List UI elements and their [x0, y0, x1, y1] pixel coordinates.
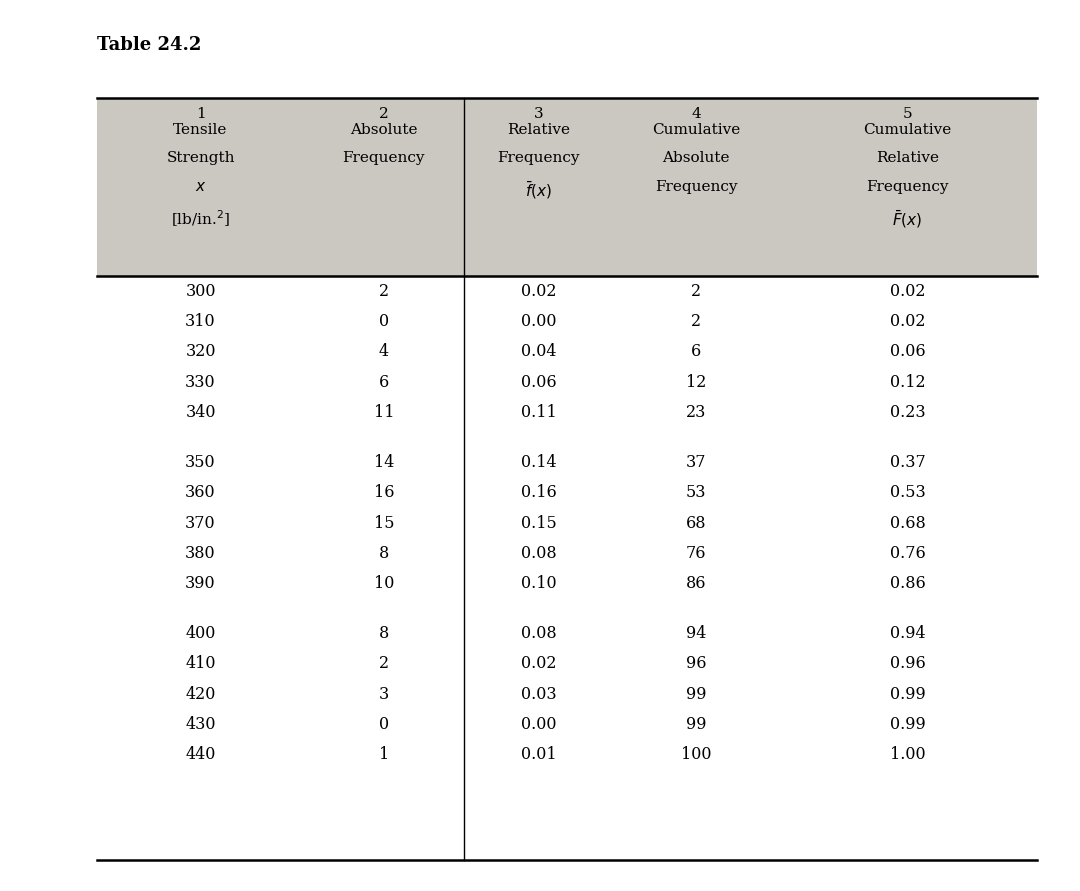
Text: 96: 96: [686, 655, 706, 673]
Text: Cumulative: Cumulative: [864, 123, 951, 137]
Text: 99: 99: [686, 685, 706, 703]
Text: Absolute: Absolute: [662, 151, 730, 166]
Text: 340: 340: [186, 404, 216, 421]
Text: 360: 360: [186, 484, 216, 502]
Text: 12: 12: [686, 373, 706, 391]
Text: 0.00: 0.00: [521, 313, 556, 331]
Text: [lb/in.$^2$]: [lb/in.$^2$]: [171, 208, 230, 229]
Text: 2: 2: [691, 282, 701, 300]
Text: 0.14: 0.14: [521, 454, 556, 471]
Text: 430: 430: [186, 715, 216, 733]
Text: 3: 3: [534, 107, 543, 121]
Text: Frequency: Frequency: [342, 151, 426, 166]
Text: 410: 410: [186, 655, 216, 673]
Text: Frequency: Frequency: [654, 180, 738, 194]
Text: 350: 350: [186, 454, 216, 471]
Text: 0.23: 0.23: [890, 404, 926, 421]
Text: 100: 100: [681, 746, 712, 764]
Text: 4: 4: [379, 343, 389, 361]
Text: 0.86: 0.86: [890, 575, 926, 593]
Text: 10: 10: [374, 575, 394, 593]
Text: 0.16: 0.16: [521, 484, 556, 502]
Text: 0.99: 0.99: [890, 715, 926, 733]
Text: 99: 99: [686, 715, 706, 733]
Text: 11: 11: [374, 404, 394, 421]
Text: 68: 68: [686, 514, 706, 532]
Text: 2: 2: [379, 655, 389, 673]
Text: 0.02: 0.02: [890, 313, 926, 331]
Text: 0.12: 0.12: [890, 373, 926, 391]
Text: 6: 6: [691, 343, 701, 361]
Text: 0.08: 0.08: [521, 625, 556, 642]
Text: 2: 2: [691, 313, 701, 331]
Text: Table 24.2: Table 24.2: [97, 36, 202, 53]
Text: 440: 440: [186, 746, 216, 764]
Text: $\bar{f}(x)$: $\bar{f}(x)$: [525, 180, 552, 201]
Text: 76: 76: [686, 544, 706, 562]
Text: 86: 86: [686, 575, 706, 593]
Text: 14: 14: [374, 454, 394, 471]
Text: 320: 320: [186, 343, 216, 361]
Text: 330: 330: [186, 373, 216, 391]
Text: 0.15: 0.15: [521, 514, 556, 532]
Text: Frequency: Frequency: [498, 151, 580, 166]
Text: 0.03: 0.03: [521, 685, 556, 703]
Text: 390: 390: [186, 575, 216, 593]
Text: 0.02: 0.02: [521, 655, 556, 673]
Text: 300: 300: [186, 282, 216, 300]
Text: Strength: Strength: [166, 151, 234, 166]
Text: 3: 3: [379, 685, 389, 703]
Text: 0.11: 0.11: [521, 404, 556, 421]
Text: 4: 4: [691, 107, 701, 121]
Text: Relative: Relative: [508, 123, 570, 137]
Text: 0.76: 0.76: [890, 544, 926, 562]
Text: 53: 53: [686, 484, 706, 502]
Text: 1.00: 1.00: [890, 746, 926, 764]
Text: 1: 1: [195, 107, 205, 121]
Text: 8: 8: [379, 625, 389, 642]
Text: 2: 2: [379, 282, 389, 300]
Text: Frequency: Frequency: [866, 180, 949, 194]
Text: 0.04: 0.04: [521, 343, 556, 361]
Text: Cumulative: Cumulative: [652, 123, 740, 137]
Text: Tensile: Tensile: [174, 123, 228, 137]
Text: 0.02: 0.02: [521, 282, 556, 300]
Text: 16: 16: [374, 484, 394, 502]
Text: Absolute: Absolute: [350, 123, 418, 137]
Text: 37: 37: [686, 454, 706, 471]
Text: 94: 94: [686, 625, 706, 642]
Text: $x$: $x$: [194, 180, 206, 194]
Text: 8: 8: [379, 544, 389, 562]
Text: 370: 370: [186, 514, 216, 532]
Text: 0.68: 0.68: [890, 514, 926, 532]
Text: 400: 400: [186, 625, 216, 642]
Text: $\bar{F}(x)$: $\bar{F}(x)$: [892, 208, 922, 230]
Text: 5: 5: [903, 107, 913, 121]
Text: 380: 380: [186, 544, 216, 562]
Text: 6: 6: [379, 373, 389, 391]
Text: 0.53: 0.53: [890, 484, 926, 502]
Text: Relative: Relative: [876, 151, 940, 166]
Text: 1: 1: [379, 746, 389, 764]
Text: 0.94: 0.94: [890, 625, 926, 642]
Bar: [97, 98, 1037, 276]
Text: 420: 420: [186, 685, 216, 703]
Text: 0.10: 0.10: [521, 575, 556, 593]
Text: 23: 23: [686, 404, 706, 421]
Text: 0.99: 0.99: [890, 685, 926, 703]
Text: 2: 2: [379, 107, 389, 121]
Text: 0: 0: [379, 313, 389, 331]
Text: 310: 310: [186, 313, 216, 331]
Text: 0.02: 0.02: [890, 282, 926, 300]
Text: 0.01: 0.01: [521, 746, 556, 764]
Text: 0.37: 0.37: [890, 454, 926, 471]
Text: 0.06: 0.06: [890, 343, 926, 361]
Text: 0.06: 0.06: [521, 373, 556, 391]
Text: 15: 15: [374, 514, 394, 532]
Text: 0.00: 0.00: [521, 715, 556, 733]
Text: 0: 0: [379, 715, 389, 733]
Text: 0.96: 0.96: [890, 655, 926, 673]
Text: 0.08: 0.08: [521, 544, 556, 562]
